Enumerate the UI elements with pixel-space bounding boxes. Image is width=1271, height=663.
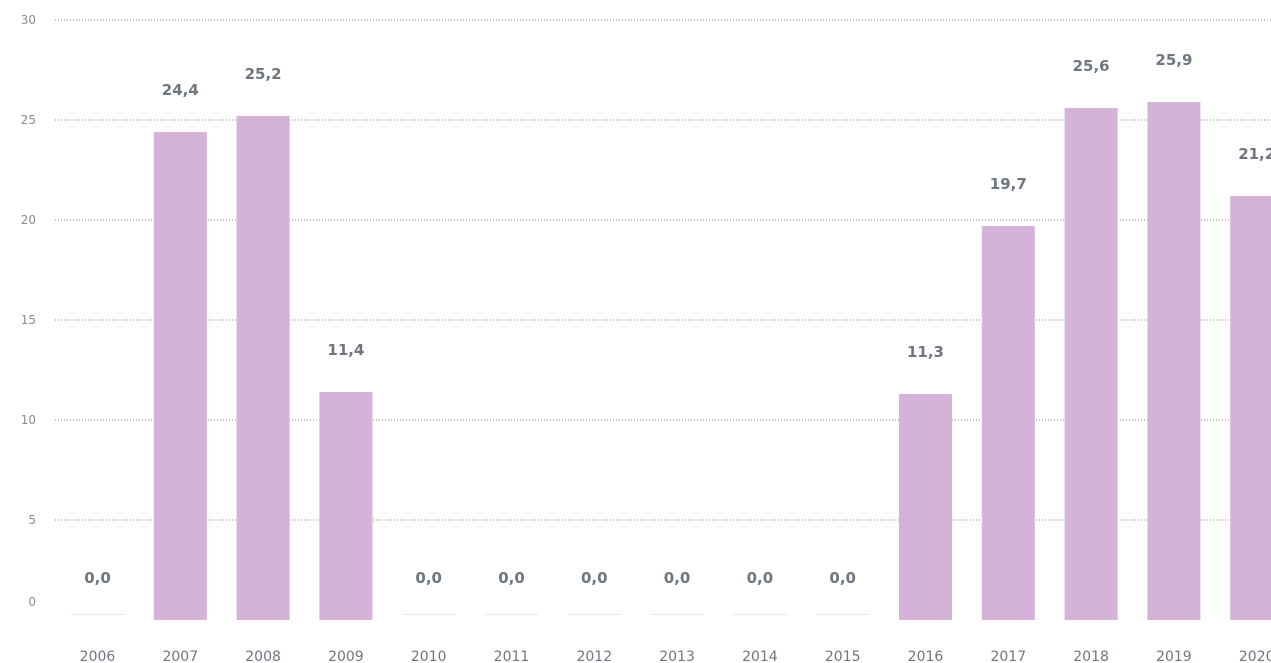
x-tick-label-2014: 2014: [742, 649, 778, 663]
bar-2007: [153, 132, 207, 620]
data-label-2014: 0,0: [747, 569, 774, 587]
x-tick-label-2011: 2011: [494, 649, 530, 663]
data-label-2007: 24,4: [162, 81, 199, 99]
bar-2016: [899, 394, 952, 620]
data-label-2011: 0,0: [498, 569, 525, 587]
x-tick-label-2012: 2012: [576, 649, 612, 663]
y-axis-ticks: 0 5 10 15 20 25 30: [21, 13, 36, 609]
data-label-2019: 25,9: [1155, 51, 1192, 69]
y-tick-label: 15: [21, 313, 36, 327]
data-label-2020: 21,2: [1238, 145, 1271, 163]
x-tick-label-2009: 2009: [328, 649, 364, 663]
y-tick-label: 30: [21, 13, 36, 27]
bar-2017: [981, 226, 1035, 620]
y-tick-label: 5: [28, 513, 36, 527]
x-tick-label-2016: 2016: [908, 649, 944, 663]
data-label-2010: 0,0: [415, 569, 442, 587]
data-label-2006: 0,0: [84, 569, 111, 587]
bar-2009: [319, 392, 373, 620]
x-tick-label-2019: 2019: [1156, 649, 1192, 663]
bar-2019: [1147, 102, 1201, 620]
x-tick-label-2018: 2018: [1073, 649, 1109, 663]
y-tick-label: 20: [21, 213, 36, 227]
x-tick-label-2017: 2017: [990, 649, 1026, 663]
data-label-2016: 11,3: [907, 343, 944, 361]
data-label-2017: 19,7: [990, 175, 1027, 193]
x-tick-label-2007: 2007: [162, 649, 198, 663]
bar-2008: [236, 116, 290, 620]
data-label-2012: 0,0: [581, 569, 608, 587]
x-tick-label-2006: 2006: [80, 649, 116, 663]
x-tick-label-2008: 2008: [245, 649, 281, 663]
data-label-2018: 25,6: [1073, 57, 1110, 75]
data-label-2009: 11,4: [327, 341, 364, 359]
y-tick-label: 10: [21, 413, 36, 427]
data-labels-layer: 0,0 24,4 25,2 11,4 0,0 0,0 0,0 0,0 0,0 0,0 11,3 19,…: [84, 51, 1271, 587]
y-tick-label: 0: [28, 595, 36, 609]
data-label-2015: 0,0: [829, 569, 856, 587]
bars-layer: [71, 102, 1271, 620]
x-tick-label-2015: 2015: [825, 649, 861, 663]
bar-2020: [1230, 196, 1271, 620]
bar-2018: [1064, 108, 1118, 620]
x-axis-ticks: 2006 2007 2008 2009 2010 2011 2012 2013 2014 2015…: [80, 649, 1271, 663]
data-label-2013: 0,0: [664, 569, 691, 587]
y-tick-label: 25: [21, 113, 36, 127]
x-tick-label-2013: 2013: [659, 649, 695, 663]
x-tick-label-2020: 2020: [1239, 649, 1271, 663]
data-label-2008: 25,2: [245, 65, 282, 83]
x-tick-label-2010: 2010: [411, 649, 447, 663]
